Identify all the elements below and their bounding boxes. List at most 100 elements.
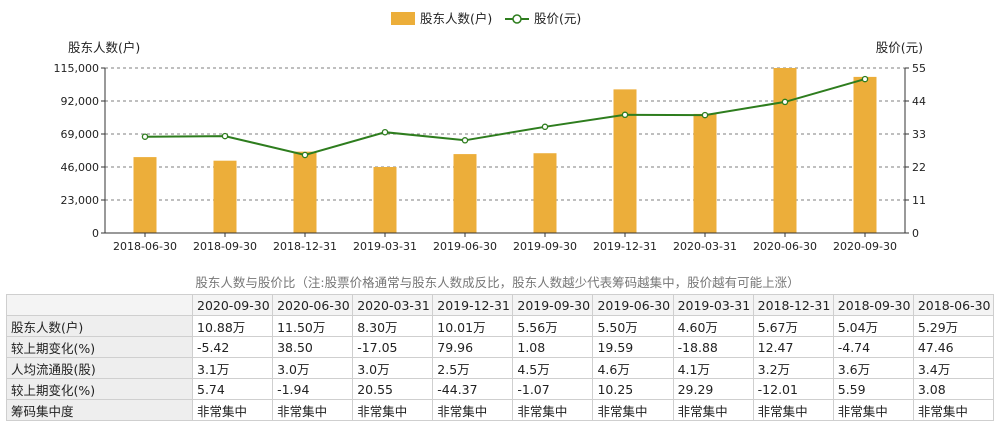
left-tick-label: 115,000 bbox=[54, 62, 100, 75]
table-row-label: 人均流通股(股) bbox=[6, 357, 193, 379]
x-tick-label: 2018-09-30 bbox=[193, 240, 257, 253]
table-cell: 5.74 bbox=[191, 378, 274, 400]
left-axis-ticks: 0 23,000 46,000 69,000 92,000 115,000 bbox=[54, 62, 105, 240]
table-header-date: 2019-06-30 bbox=[592, 294, 674, 316]
table-row: 筹码集中度 非常集中 非常集中 非常集中 非常集中 非常集中 非常集中 非常集中 非常集中 非常集… bbox=[6, 399, 995, 421]
x-tick-label: 2019-06-30 bbox=[433, 240, 497, 253]
table-cell: 3.4万 bbox=[912, 357, 995, 379]
left-tick-label: 23,000 bbox=[61, 194, 100, 207]
table-header-date: 2018-09-30 bbox=[832, 294, 914, 316]
table-header-date: 2020-06-30 bbox=[272, 294, 354, 316]
bar bbox=[293, 151, 317, 233]
chart-caption: 股东人数与股价比（注:股票价格通常与股东人数成反比，股东人数越少代表筹码越集中，… bbox=[195, 275, 800, 290]
table-cell: 10.25 bbox=[592, 378, 674, 400]
price-point bbox=[621, 111, 629, 119]
table-cell: 非常集中 bbox=[512, 399, 594, 421]
right-tick-label: 44 bbox=[912, 95, 926, 108]
shareholder-table: 2020-09-30 2020-06-30 2020-03-31 2019-12-31… bbox=[6, 294, 995, 421]
price-point bbox=[221, 132, 229, 140]
plot-frame bbox=[104, 68, 906, 234]
table-cell: 5.67万 bbox=[752, 315, 834, 337]
x-tick-label: 2020-06-30 bbox=[753, 240, 817, 253]
bar bbox=[533, 153, 557, 233]
table-cell: 3.0万 bbox=[272, 357, 354, 379]
price-point bbox=[461, 137, 469, 144]
table-header-date: 2020-03-31 bbox=[352, 294, 434, 316]
table-cell: 5.56万 bbox=[512, 315, 594, 337]
right-tick-label: 0 bbox=[912, 227, 919, 240]
table-header-date: 2020-09-30 bbox=[191, 294, 274, 316]
x-tick-label: 2019-03-31 bbox=[353, 240, 417, 253]
price-point bbox=[701, 111, 709, 119]
table-header-date: 2018-06-30 bbox=[912, 294, 995, 316]
table-row-label: 较上期变化(%) bbox=[6, 378, 193, 400]
table-row-label: 较上期变化(%) bbox=[6, 336, 193, 358]
table-cell: 5.50万 bbox=[592, 315, 674, 337]
price-line-path bbox=[144, 78, 866, 157]
table-cell: 4.1万 bbox=[672, 357, 754, 379]
table-cell: 非常集中 bbox=[752, 399, 834, 421]
table-corner-cell bbox=[6, 294, 193, 316]
table-row-label: 筹码集中度 bbox=[6, 399, 193, 421]
x-tick-label: 2018-06-30 bbox=[113, 240, 177, 253]
table-cell: 12.47 bbox=[752, 336, 834, 358]
table-cell: -44.37 bbox=[432, 378, 514, 400]
bar bbox=[453, 154, 477, 233]
table-header-row: 2020-09-30 2020-06-30 2020-03-31 2019-12-31… bbox=[6, 294, 995, 316]
left-tick-label: 92,000 bbox=[61, 95, 100, 108]
table-row: 较上期变化(%) -5.42 38.50 -17.05 79.96 1.08 19.59 -1… bbox=[6, 336, 995, 358]
bar bbox=[693, 113, 717, 233]
table-cell: 非常集中 bbox=[352, 399, 434, 421]
bar bbox=[853, 76, 877, 233]
legend: 股东人数(户) 股价(元) bbox=[391, 11, 581, 26]
table-cell: 4.5万 bbox=[512, 357, 594, 379]
grid bbox=[105, 67, 905, 201]
price-point bbox=[141, 133, 149, 140]
table-header-date: 2019-09-30 bbox=[512, 294, 594, 316]
table-cell: 4.60万 bbox=[672, 315, 754, 337]
table-cell: 10.01万 bbox=[432, 315, 514, 337]
price-point bbox=[301, 151, 309, 159]
table-cell: -17.05 bbox=[352, 336, 434, 358]
table-cell: 5.04万 bbox=[832, 315, 914, 337]
table-cell: 38.50 bbox=[272, 336, 354, 358]
table-cell: 20.55 bbox=[352, 378, 434, 400]
table-cell: -4.74 bbox=[832, 336, 914, 358]
bar bbox=[133, 157, 157, 233]
table-cell: 非常集中 bbox=[432, 399, 514, 421]
legend-bar-label: 股东人数(户) bbox=[420, 11, 492, 26]
table-cell: 47.46 bbox=[912, 336, 995, 358]
table-cell: 8.30万 bbox=[352, 315, 434, 337]
table-cell: 4.6万 bbox=[592, 357, 674, 379]
table-cell: -12.01 bbox=[752, 378, 834, 400]
table-cell: 3.0万 bbox=[352, 357, 434, 379]
right-tick-label: 33 bbox=[912, 128, 926, 141]
table-cell: 3.08 bbox=[912, 378, 995, 400]
table-cell: -5.42 bbox=[191, 336, 274, 358]
table-cell: 非常集中 bbox=[191, 399, 274, 421]
bar bbox=[373, 167, 397, 233]
table-cell: 非常集中 bbox=[272, 399, 354, 421]
table-cell: -1.07 bbox=[512, 378, 594, 400]
table-cell: 3.1万 bbox=[191, 357, 274, 379]
combo-chart: 股东人数(户) 股价(元) 股东人数(户) 股价(元) 0 23,000 46,00… bbox=[54, 11, 927, 253]
table-row: 较上期变化(%) 5.74 -1.94 20.55 -44.37 -1.07 10.25 29… bbox=[6, 378, 995, 400]
left-axis-title: 股东人数(户) bbox=[68, 40, 140, 55]
table-cell: 29.29 bbox=[672, 378, 754, 400]
table-header-date: 2018-12-31 bbox=[752, 294, 834, 316]
right-tick-label: 11 bbox=[912, 194, 926, 207]
table-cell: 非常集中 bbox=[672, 399, 754, 421]
bar bbox=[613, 89, 637, 233]
legend-bar-swatch bbox=[391, 12, 415, 25]
table-cell: -1.94 bbox=[272, 378, 354, 400]
x-tick-label: 2019-12-31 bbox=[593, 240, 657, 253]
table-cell: 非常集中 bbox=[912, 399, 995, 421]
legend-line-label: 股价(元) bbox=[534, 11, 581, 26]
table-cell: 5.59 bbox=[832, 378, 914, 400]
right-axis-title: 股价(元) bbox=[876, 40, 923, 55]
table-cell: 非常集中 bbox=[592, 399, 674, 421]
right-tick-label: 22 bbox=[912, 161, 926, 174]
table-header-date: 2019-03-31 bbox=[672, 294, 754, 316]
price-point bbox=[541, 123, 549, 131]
table-cell: 10.88万 bbox=[191, 315, 274, 337]
